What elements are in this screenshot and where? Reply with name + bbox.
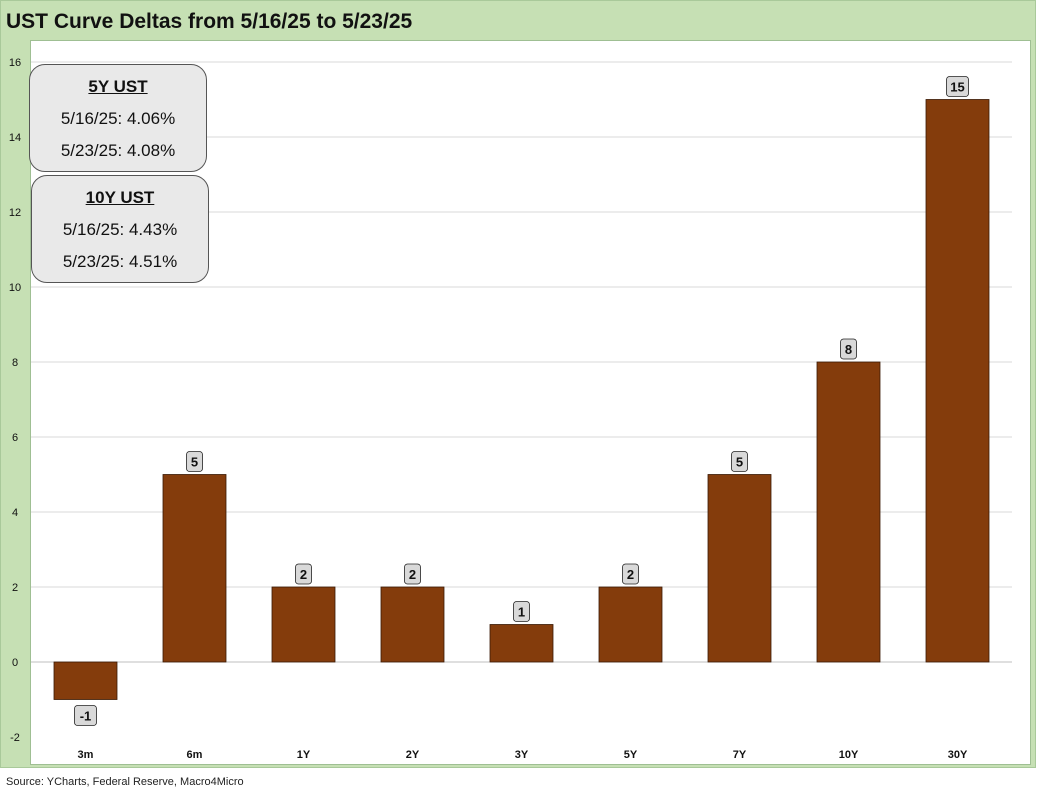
data-label: -1 xyxy=(80,709,92,724)
y-tick-label: 16 xyxy=(9,57,21,69)
data-label-box xyxy=(513,601,530,622)
bar xyxy=(380,586,445,663)
y-tick-label: 8 xyxy=(12,357,18,369)
data-label-box xyxy=(840,338,857,360)
data-label: 2 xyxy=(300,567,307,582)
data-label: 2 xyxy=(627,567,634,582)
y-tick-label: 2 xyxy=(12,582,18,594)
bar xyxy=(925,99,990,663)
data-label-box xyxy=(622,563,639,585)
info-box-row: 5/23/25: 4.51% xyxy=(62,252,178,271)
x-tick-label: 30Y xyxy=(948,749,968,761)
bar xyxy=(162,474,227,663)
data-label-box xyxy=(295,563,312,585)
x-tick-label: 2Y xyxy=(406,749,420,761)
info-box-header: 5Y UST xyxy=(88,77,148,96)
info-box-header: 10Y UST xyxy=(85,188,155,207)
x-tick-label: 5Y xyxy=(624,749,638,761)
data-label-box xyxy=(731,451,748,472)
x-tick-label: 6m xyxy=(187,749,203,761)
source-note: Source: YCharts, Federal Reserve, Macro4… xyxy=(6,776,244,788)
bar xyxy=(707,474,772,663)
data-label: 8 xyxy=(845,342,852,357)
x-tick-label: 3m xyxy=(78,749,94,761)
data-label: 2 xyxy=(409,567,416,582)
x-tick-label: 1Y xyxy=(297,749,311,761)
y-tick-label: -2 xyxy=(10,732,20,744)
y-tick-label: 4 xyxy=(12,507,18,519)
chart-title: UST Curve Deltas from 5/16/25 to 5/23/25 xyxy=(6,10,413,33)
data-label: 1 xyxy=(518,605,525,620)
data-label: 5 xyxy=(736,455,743,470)
info-box-row: 5/16/25: 4.43% xyxy=(62,220,178,239)
info-box-10y-ust: 10Y UST 5/16/25: 4.43% 5/23/25: 4.51% xyxy=(31,175,209,283)
y-tick-label: 6 xyxy=(12,432,18,444)
data-label: 15 xyxy=(950,80,964,95)
info-box-row: 5/23/25: 4.08% xyxy=(60,141,176,160)
x-tick-label: 10Y xyxy=(839,749,859,761)
y-tick-label: 12 xyxy=(9,207,21,219)
x-tick-label: 3Y xyxy=(515,749,529,761)
data-label-box xyxy=(404,563,421,585)
y-tick-label: 0 xyxy=(12,657,18,669)
data-label-box xyxy=(74,705,97,726)
info-box-row: 5/16/25: 4.06% xyxy=(60,109,176,128)
bar xyxy=(598,586,663,663)
bar xyxy=(489,624,554,663)
y-tick-label: 10 xyxy=(9,282,21,294)
x-tick-label: 7Y xyxy=(733,749,747,761)
bar xyxy=(53,661,118,700)
y-tick-label: 14 xyxy=(9,132,21,144)
data-label-box xyxy=(946,76,969,97)
bar xyxy=(816,361,881,663)
bar xyxy=(271,586,336,663)
data-label-box xyxy=(186,451,203,472)
data-label: 5 xyxy=(191,455,198,470)
info-box-5y-ust: 5Y UST 5/16/25: 4.06% 5/23/25: 4.08% xyxy=(29,64,207,172)
